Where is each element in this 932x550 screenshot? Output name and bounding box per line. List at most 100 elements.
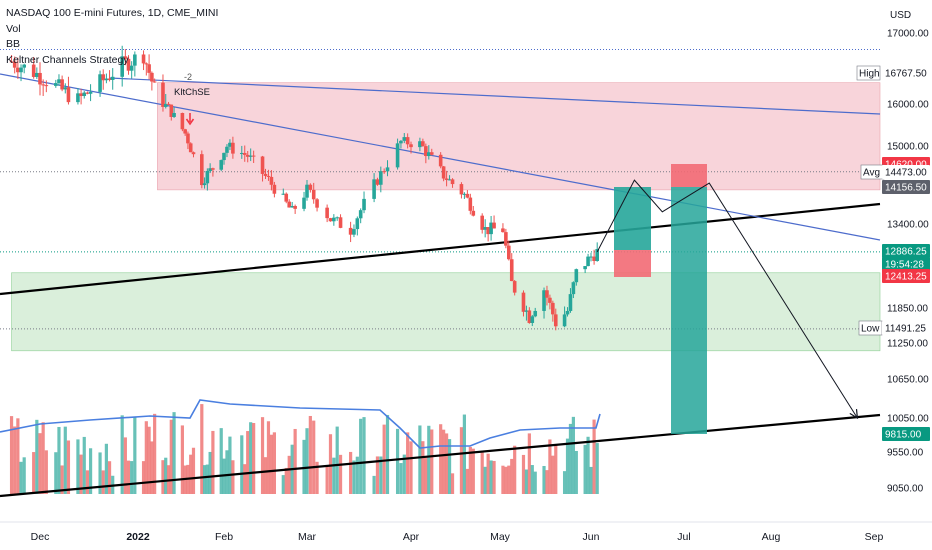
price-tick-label: 15000.00 xyxy=(887,142,929,153)
volume-bar xyxy=(211,430,215,494)
candle-body xyxy=(180,112,185,130)
low-price-tag-text: 11491.25 xyxy=(885,324,926,335)
candle-body xyxy=(120,56,124,77)
candle-body xyxy=(553,314,558,327)
low-price-tag[interactable]: 11491.25 xyxy=(882,321,930,335)
volume-bar xyxy=(85,470,90,494)
low-side-label-text: Low xyxy=(861,324,880,335)
legend-study-bb[interactable]: BB xyxy=(6,38,21,50)
volume-bar xyxy=(375,456,380,494)
avg-price-tag[interactable]: 14473.00 xyxy=(882,165,930,179)
candle-body xyxy=(533,310,538,317)
volume-bar xyxy=(406,432,410,494)
legend-title[interactable]: NASDAQ 100 E-mini Futures, 1D, CME_MINI xyxy=(6,7,219,19)
candle-body xyxy=(35,72,39,77)
last-price-tag-text: 12886.25 xyxy=(885,247,927,258)
sell-signal-arrow xyxy=(185,113,195,126)
price-tick-label: 11850.00 xyxy=(887,304,928,315)
legend-study-vol[interactable]: Vol xyxy=(6,22,21,35)
candle-body xyxy=(41,84,45,86)
volume-bar xyxy=(492,460,496,494)
last-price-tag[interactable]: 12886.25 xyxy=(882,244,930,258)
volume-bar xyxy=(583,444,587,494)
short-stop-box[interactable] xyxy=(671,164,707,187)
candle-body xyxy=(60,79,64,90)
candle-body xyxy=(183,129,187,134)
avg-level-price-tag[interactable]: 14156.50 xyxy=(882,180,930,194)
volume-bar xyxy=(421,441,425,494)
volume-bar xyxy=(9,416,14,494)
candle-body xyxy=(348,227,353,235)
price-tick-label: 13400.00 xyxy=(887,220,929,231)
candle-body xyxy=(405,137,410,145)
candle-body xyxy=(527,310,532,323)
volume-bar xyxy=(362,417,366,494)
candle-body xyxy=(489,222,493,235)
candle-body xyxy=(450,179,455,185)
candle-body xyxy=(352,229,356,235)
volume-bar xyxy=(252,423,256,494)
candle-body xyxy=(438,154,443,167)
volume-bar xyxy=(524,469,529,494)
volume-bar xyxy=(123,437,127,494)
volume-bar xyxy=(32,452,36,494)
volume-bar xyxy=(418,425,422,494)
support-zone[interactable] xyxy=(11,272,881,352)
avg-level-price-tag-text: 14156.50 xyxy=(885,183,927,194)
volume-bar xyxy=(305,428,309,494)
volume-bar xyxy=(161,460,165,494)
countdown-tag[interactable]: 19:54:28 xyxy=(882,257,930,271)
candle-body xyxy=(568,294,573,311)
volume-bar xyxy=(328,434,333,494)
candle-body xyxy=(248,155,253,157)
candle-body xyxy=(290,205,294,208)
volume-bar xyxy=(98,452,102,494)
legend-study-keltner[interactable]: Keltner Channels Strategy xyxy=(6,53,129,66)
candle-body xyxy=(219,160,224,170)
candle-body xyxy=(592,256,596,261)
candle-body xyxy=(462,193,467,195)
volume-bar xyxy=(246,431,250,494)
projection-path[interactable] xyxy=(596,179,857,418)
volume-bar xyxy=(548,439,552,494)
price-tick-label: 9550.00 xyxy=(887,448,924,459)
target-price-tag[interactable]: 9815.00 xyxy=(882,427,930,441)
red-price-tag[interactable]: 12413.25 xyxy=(882,269,930,283)
candle-body xyxy=(355,218,360,230)
volume-bar xyxy=(147,426,151,494)
volume-bar xyxy=(284,467,288,494)
candle-body xyxy=(509,259,514,282)
long-stop-box[interactable] xyxy=(614,250,651,277)
candle-body xyxy=(188,143,193,153)
candle-body xyxy=(245,154,250,157)
target-price-tag-bg xyxy=(882,427,930,441)
volume-bar xyxy=(249,422,253,494)
flat-blue-line[interactable] xyxy=(109,77,881,115)
short-target-box[interactable] xyxy=(671,187,707,434)
candle-body xyxy=(504,232,508,246)
volume-bar xyxy=(533,471,537,494)
candle-body xyxy=(82,92,87,97)
high-side-label: High xyxy=(856,65,881,81)
candle-body xyxy=(338,217,343,228)
volume-bar xyxy=(483,466,487,494)
candle-body xyxy=(483,227,487,230)
volume-bar xyxy=(480,452,484,494)
volume-bar xyxy=(554,444,558,494)
high-price-tag[interactable]: 16767.50 xyxy=(882,66,930,80)
price-tick-label: 10050.00 xyxy=(887,414,929,425)
volume-bar xyxy=(153,413,157,494)
candle-body xyxy=(141,54,146,64)
long-target-box[interactable] xyxy=(614,187,651,250)
sell-arrow-head xyxy=(185,118,195,126)
volume-bar xyxy=(501,465,505,494)
candle-body xyxy=(335,217,339,219)
lower-trendline[interactable] xyxy=(0,413,881,498)
volume-bar xyxy=(385,414,390,494)
candle-body xyxy=(441,166,446,179)
upper-trendline[interactable] xyxy=(0,202,881,296)
volume-bar xyxy=(260,417,265,494)
volume-bar xyxy=(459,427,464,494)
